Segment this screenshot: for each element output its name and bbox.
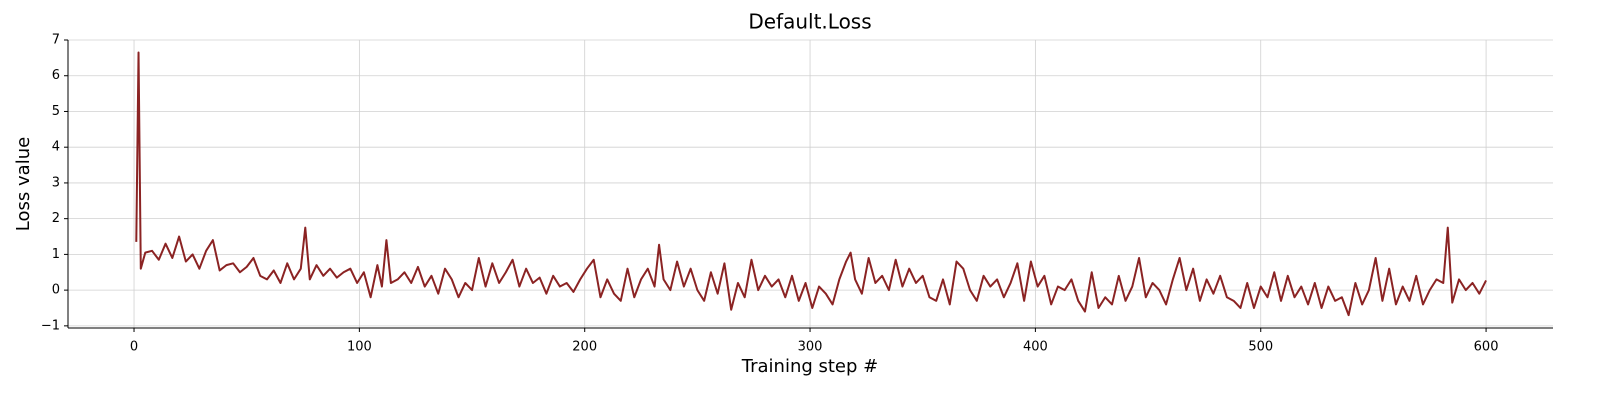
y-tick-label: 4 bbox=[52, 140, 60, 155]
x-tick-label: 200 bbox=[572, 340, 597, 355]
x-tick-label: 0 bbox=[130, 340, 138, 355]
y-tick-label: 7 bbox=[52, 33, 60, 48]
line-series bbox=[135, 51, 1487, 317]
x-tick-label: 400 bbox=[1023, 340, 1048, 355]
y-tick-label: 2 bbox=[52, 211, 60, 226]
y-tick-label: 5 bbox=[52, 104, 60, 119]
x-tick-label: 600 bbox=[1474, 340, 1499, 355]
y-tick-label: 0 bbox=[52, 283, 60, 298]
x-tick-label: 500 bbox=[1248, 340, 1273, 355]
y-tick-label: 1 bbox=[52, 247, 60, 262]
x-tick-label: 300 bbox=[798, 340, 823, 355]
y-tick-label: 6 bbox=[52, 68, 60, 83]
y-axis-label: Loss value bbox=[13, 137, 34, 231]
chart-title: Default.Loss bbox=[748, 10, 871, 34]
y-tick-label: 3 bbox=[52, 175, 60, 190]
x-tick-label: 100 bbox=[347, 340, 372, 355]
x-axis-label: Training step # bbox=[741, 356, 879, 377]
y-tick-label: −1 bbox=[41, 318, 60, 333]
